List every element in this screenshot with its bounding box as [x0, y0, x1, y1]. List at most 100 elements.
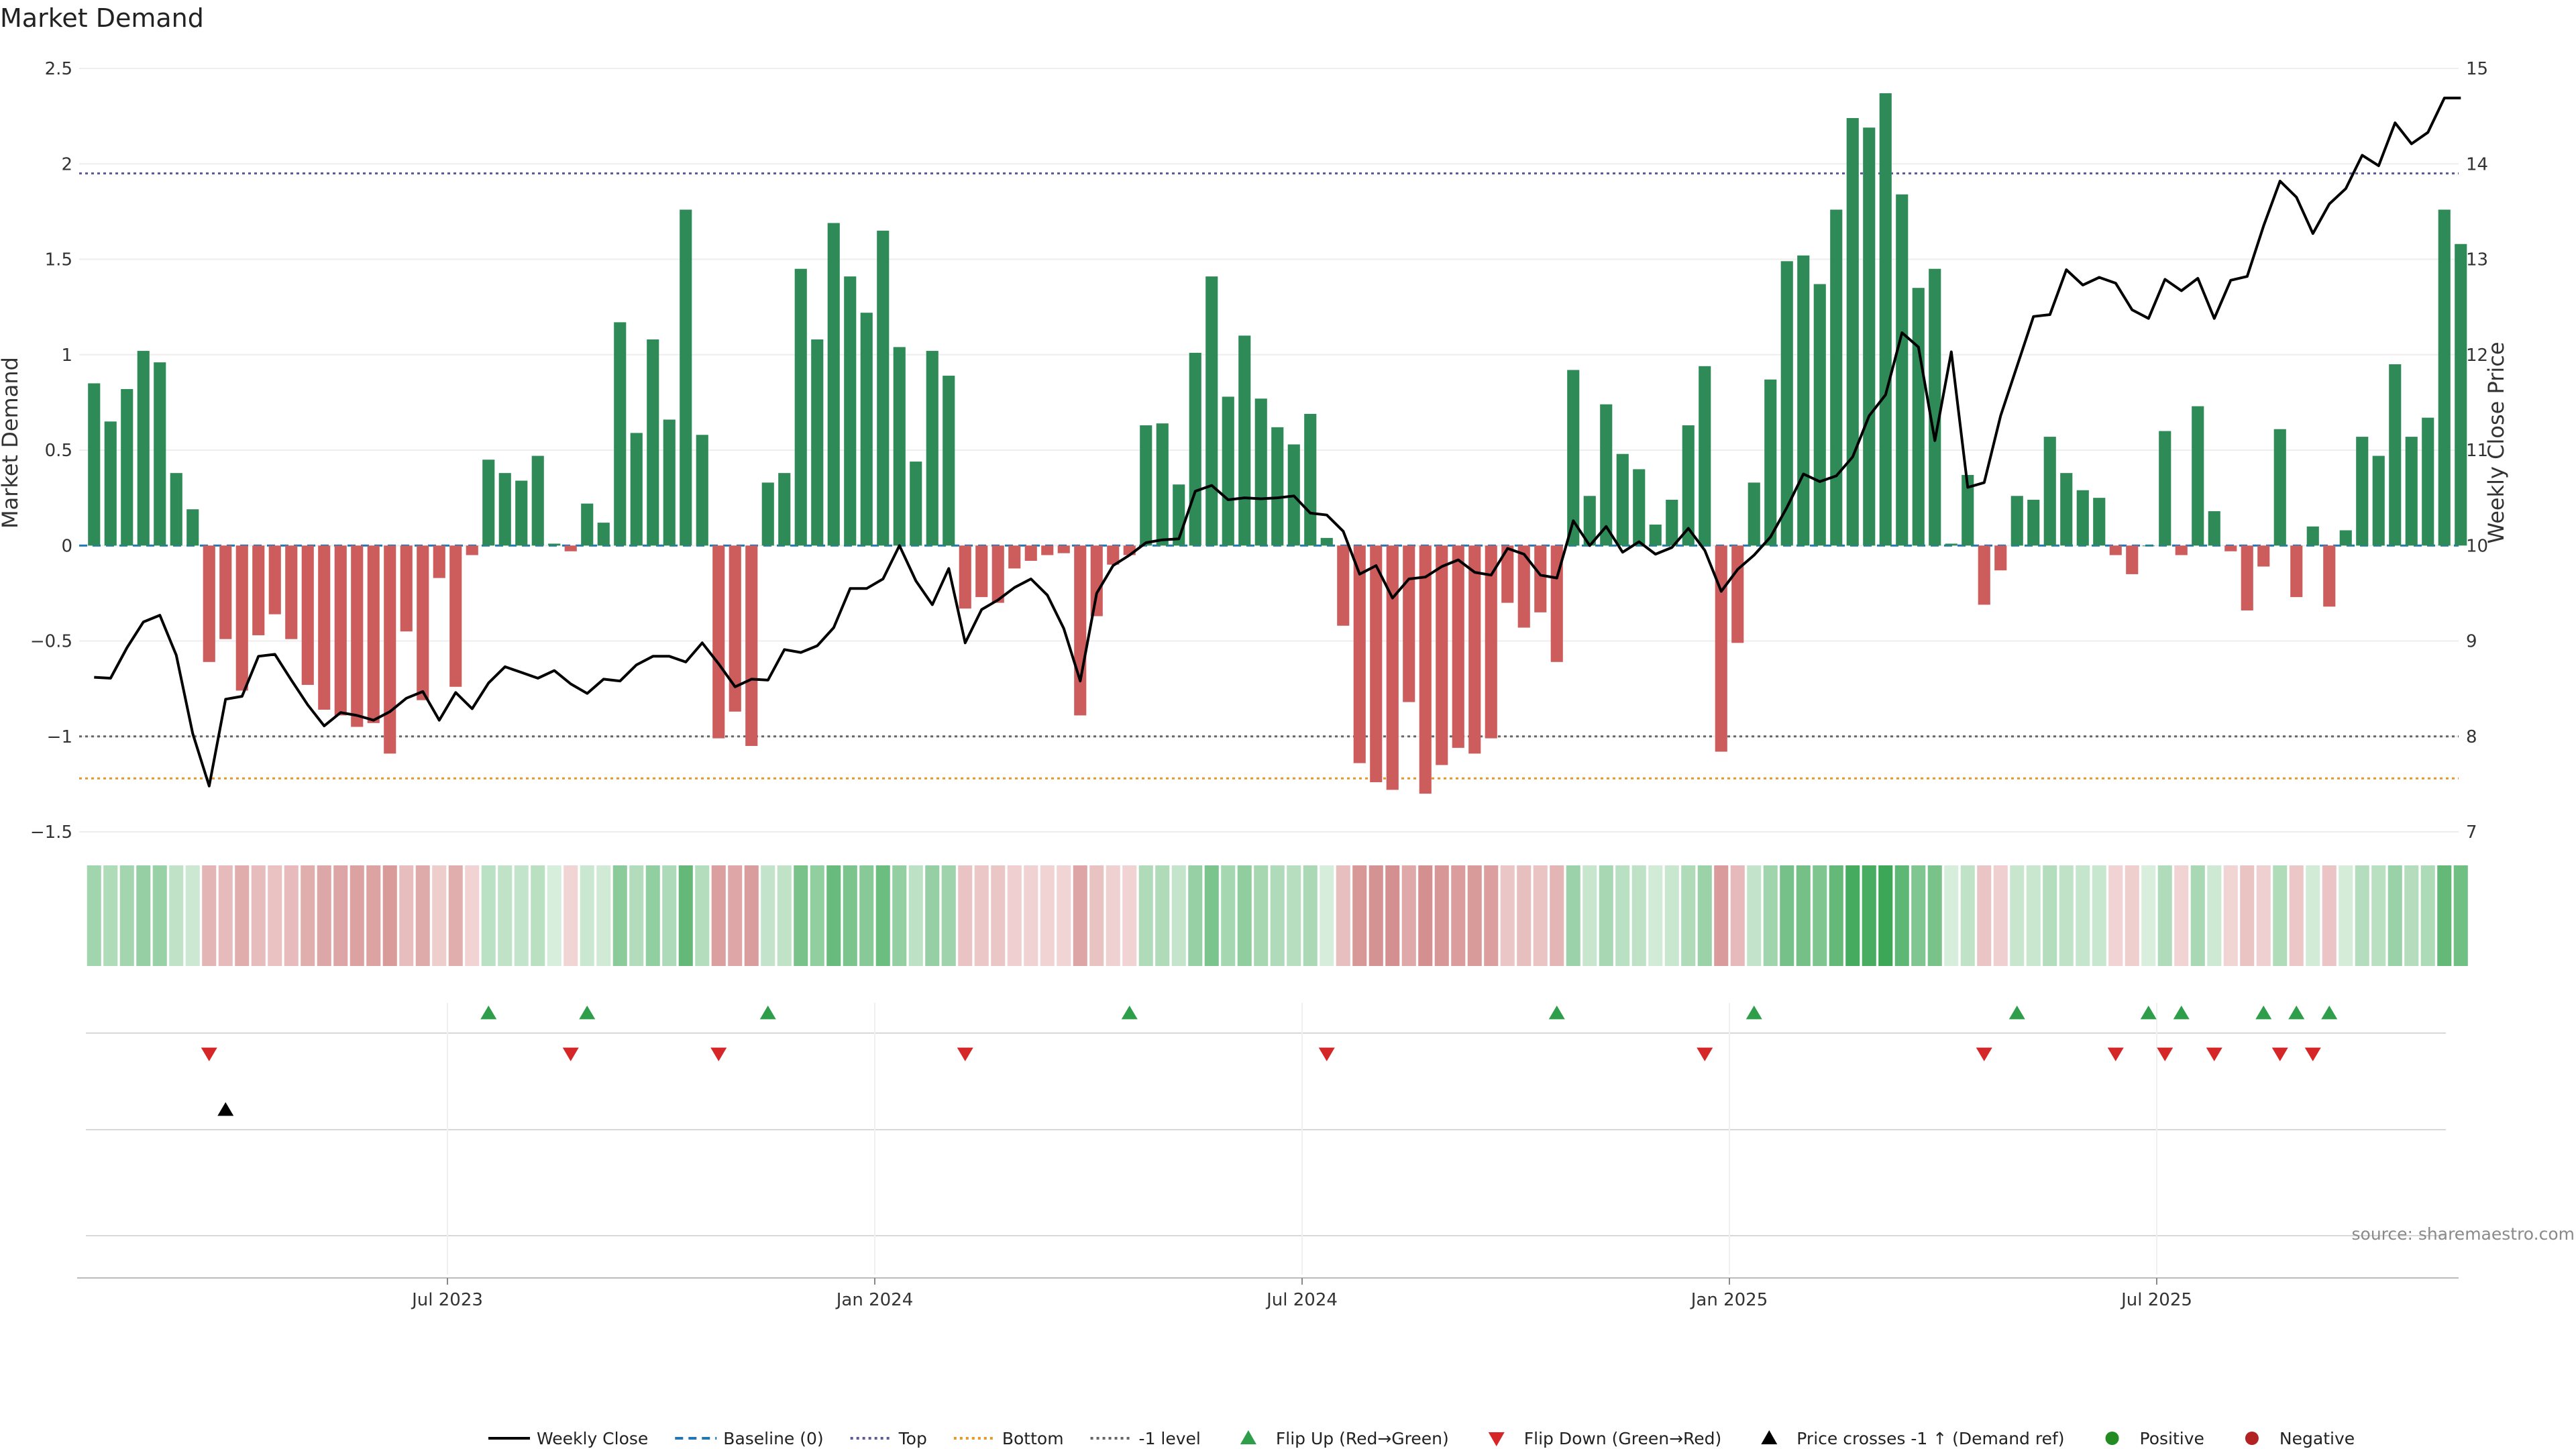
demand-bar: [2093, 498, 2106, 546]
weekly-close-line: [94, 97, 2461, 788]
demand-bar: [761, 482, 774, 546]
demand-bar: [1550, 545, 1563, 662]
demand-bar: [1666, 499, 1678, 546]
demand-bar: [2010, 496, 2023, 546]
heat-cell: [415, 865, 430, 966]
heat-cell: [498, 865, 513, 966]
heat-cell: [169, 865, 184, 966]
heat-cell: [991, 865, 1006, 966]
heat-cell: [1352, 865, 1367, 966]
y-tick-label: 0: [61, 536, 72, 556]
demand-bar: [1715, 545, 1727, 752]
demand-bar: [1699, 366, 1711, 546]
demand-bar: [1107, 545, 1120, 565]
heat-cell: [1188, 865, 1203, 966]
x-tick-label: Jul 2025: [2120, 1290, 2192, 1310]
demand-bar: [1945, 543, 1957, 546]
demand-bar: [1074, 545, 1087, 716]
demand-bar: [1386, 545, 1399, 790]
heat-cell: [2076, 865, 2090, 966]
heat-cell: [1763, 865, 1778, 966]
flip-up-marker: [2140, 1006, 2157, 1020]
price-cross-marker: [217, 1102, 234, 1116]
heat-cell: [1862, 865, 1876, 966]
demand-bar: [548, 543, 561, 546]
demand-bar: [1863, 127, 1876, 546]
heat-cell: [1697, 865, 1712, 966]
demand-bar: [384, 545, 396, 754]
heat-cell: [2437, 865, 2452, 966]
heat-cell: [251, 865, 266, 966]
heat-cell: [1927, 865, 1942, 966]
demand-bar: [2323, 545, 2336, 607]
heat-cell: [1287, 865, 1301, 966]
demand-bar: [1271, 427, 1284, 546]
demand-bar: [1649, 524, 1662, 546]
demand-bar: [1254, 398, 1267, 546]
demand-bar: [1370, 545, 1383, 783]
heat-cell: [301, 865, 315, 966]
demand-bar: [2438, 209, 2451, 546]
heat-cell: [580, 865, 594, 966]
demand-bar: [2142, 545, 2155, 547]
demand-bar: [1813, 284, 1826, 546]
legend-item: Positive: [2105, 1429, 2204, 1448]
heat-cell: [2174, 865, 2189, 966]
demand-bar: [663, 419, 676, 546]
heat-cell: [1467, 865, 1482, 966]
demand-bar: [630, 433, 643, 546]
x-tick-label: Jul 2024: [1265, 1290, 1338, 1310]
heat-cell: [152, 865, 167, 966]
heat-cell: [2371, 865, 2386, 966]
demand-bar: [2306, 526, 2319, 546]
demand-bar: [1156, 423, 1169, 546]
demand-bar: [2126, 545, 2139, 574]
demand-bar: [2339, 530, 2352, 546]
heat-cell: [2273, 865, 2288, 966]
heat-cell: [1204, 865, 1219, 966]
demand-bar: [285, 545, 298, 639]
demand-bar: [1024, 545, 1037, 561]
heat-cell: [2207, 865, 2222, 966]
heat-cell: [1648, 865, 1663, 966]
demand-bar: [1764, 379, 1777, 546]
demand-bar: [2422, 417, 2434, 546]
heat-cell: [892, 865, 907, 966]
demand-bar: [2257, 545, 2270, 567]
demand-bar: [433, 545, 445, 578]
legend-label: -1 level: [1139, 1429, 1201, 1448]
y-tick-label: 1.5: [45, 250, 72, 270]
heat-cell: [925, 865, 940, 966]
heat-cell: [1451, 865, 1466, 966]
heat-cell: [547, 865, 561, 966]
heat-cell: [1582, 865, 1597, 966]
heat-cell: [202, 865, 217, 966]
x-axis: Jul 2023 Jan 2024 Jul 2024 Jan 2025 Jul 2025: [77, 1277, 2459, 1310]
heat-cell: [1977, 865, 1992, 966]
heat-cell: [2420, 865, 2435, 966]
heat-cell: [1829, 865, 1843, 966]
flip-down-marker: [957, 1047, 973, 1061]
flip-up-marker: [759, 1006, 776, 1020]
heat-cell: [1993, 865, 2008, 966]
demand-bar: [2159, 431, 2171, 546]
flip-up-marker: [2321, 1006, 2338, 1020]
demand-bar: [1419, 545, 1432, 794]
demand-bar: [1205, 276, 1218, 546]
demand-bar: [1304, 413, 1317, 546]
weekly-close-path: [94, 97, 2461, 788]
heat-cell: [794, 865, 808, 966]
heat-cell: [1747, 865, 1762, 966]
demand-bar: [1222, 396, 1234, 546]
heat-cell: [761, 865, 775, 966]
demand-bar: [614, 322, 627, 546]
x-tick-label: Jul 2023: [411, 1290, 483, 1310]
heat-cell: [1040, 865, 1055, 966]
y-axis-label: Market Demand: [0, 357, 23, 529]
flip-up-marker: [2173, 1006, 2190, 1020]
demand-bar: [1041, 545, 1054, 555]
heat-cell: [399, 865, 414, 966]
heat-cell: [2190, 865, 2205, 966]
heat-cell: [1500, 865, 1515, 966]
demand-bar: [531, 455, 544, 546]
